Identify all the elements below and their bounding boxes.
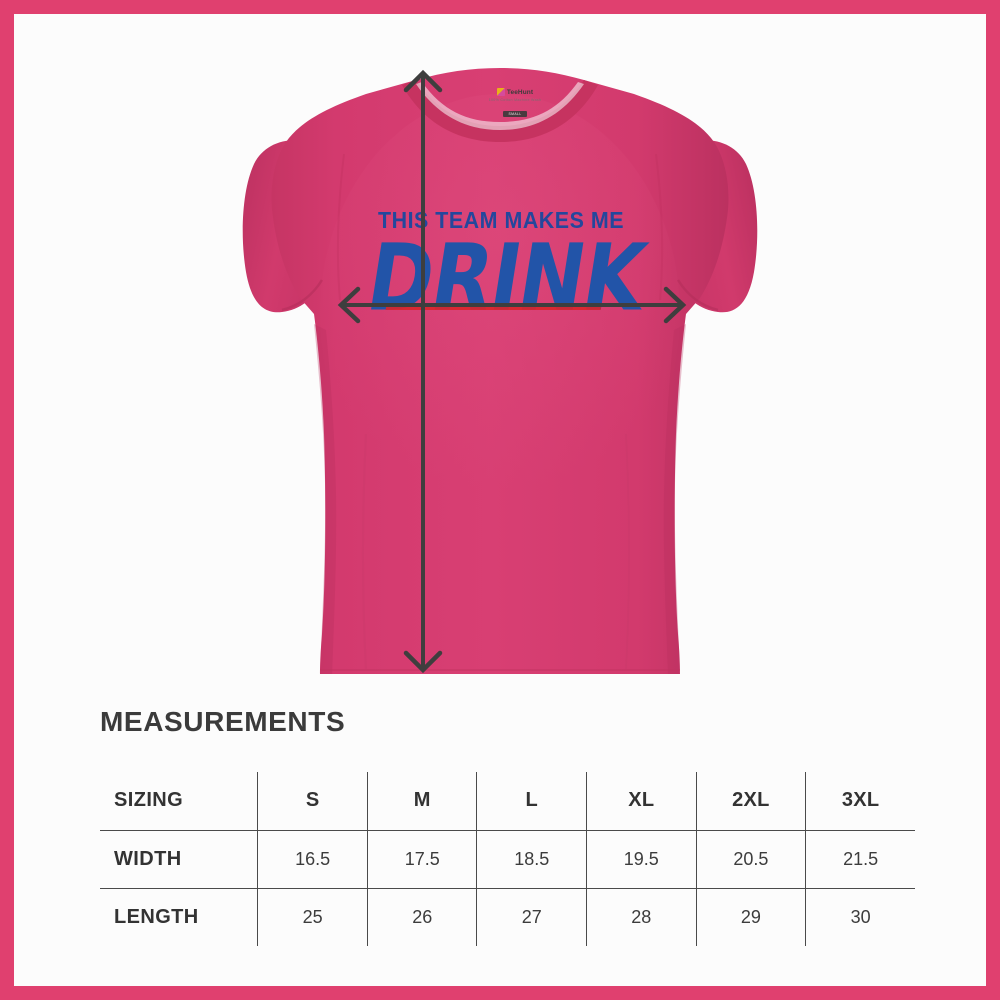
print-line-2: DRINK bbox=[360, 225, 652, 333]
header-cell-m: M bbox=[367, 772, 478, 831]
header-cell-s: S bbox=[257, 772, 368, 831]
page-canvas: THIS TEAM MAKES ME DRINK TeeHunt 100% Co… bbox=[14, 14, 986, 986]
print-line-1: THIS TEAM MAKES ME bbox=[377, 207, 624, 234]
length-s: 25 bbox=[257, 888, 368, 946]
product-photo: THIS TEAM MAKES ME DRINK TeeHunt 100% Co… bbox=[14, 14, 986, 674]
brand-name: TeeHunt bbox=[506, 88, 534, 96]
header-cell-xl: XL bbox=[586, 772, 697, 831]
shirt-print-graphic: THIS TEAM MAKES ME DRINK bbox=[360, 207, 651, 332]
width-2xl: 20.5 bbox=[696, 830, 807, 889]
neck-size-tag: SMALL bbox=[503, 111, 527, 117]
length-l: 27 bbox=[476, 888, 588, 946]
width-l: 18.5 bbox=[476, 830, 588, 889]
length-xl: 28 bbox=[586, 888, 697, 946]
size-chart-table: SIZING S M L XL 2XL 3XL WIDTH 16.5 17.5 … bbox=[100, 772, 915, 946]
neck-label: TeeHunt 100% Cotton Machine Wash SMALL bbox=[462, 88, 568, 134]
brand-logo-icon bbox=[496, 88, 505, 96]
row-label-width: WIDTH bbox=[100, 830, 259, 889]
width-m: 17.5 bbox=[367, 830, 478, 889]
header-cell-2xl: 2XL bbox=[696, 772, 807, 831]
tshirt-illustration bbox=[242, 68, 758, 674]
measurements-title: MEASUREMENTS bbox=[100, 706, 346, 737]
print-accent-bar bbox=[385, 305, 602, 310]
row-label-length: LENGTH bbox=[100, 888, 259, 946]
measurements-section: MEASUREMENTS SIZING S M L XL 2XL 3XL WID… bbox=[14, 680, 986, 986]
table-row: WIDTH 16.5 17.5 18.5 19.5 20.5 21.5 bbox=[100, 830, 915, 889]
width-xl: 19.5 bbox=[586, 830, 697, 889]
header-cell-3xl: 3XL bbox=[805, 772, 915, 831]
header-cell-l: L bbox=[476, 772, 588, 831]
neck-brand-row: TeeHunt bbox=[462, 88, 568, 96]
length-m: 26 bbox=[367, 888, 478, 946]
width-s: 16.5 bbox=[257, 830, 368, 889]
length-2xl: 29 bbox=[696, 888, 807, 946]
header-cell-sizing: SIZING bbox=[100, 772, 259, 831]
table-row: LENGTH 25 26 27 28 29 30 bbox=[100, 888, 915, 946]
neck-care-text: 100% Cotton Machine Wash bbox=[488, 98, 542, 102]
width-3xl: 21.5 bbox=[805, 830, 915, 889]
print-line-2-wrap: DRINK bbox=[360, 226, 651, 332]
table-header-row: SIZING S M L XL 2XL 3XL bbox=[100, 772, 915, 831]
length-3xl: 30 bbox=[850, 906, 871, 927]
